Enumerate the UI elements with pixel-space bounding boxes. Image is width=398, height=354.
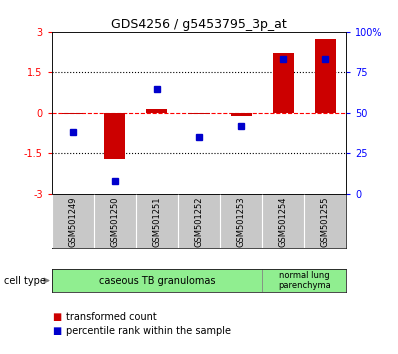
Bar [262,269,346,292]
Text: normal lung
parenchyma: normal lung parenchyma [278,271,331,290]
Text: transformed count: transformed count [66,312,156,322]
Bar [315,39,336,113]
Bar [52,269,262,292]
Bar [189,113,209,114]
Text: ■: ■ [52,312,61,322]
Text: GSM501250: GSM501250 [110,196,119,247]
Title: GDS4256 / g5453795_3p_at: GDS4256 / g5453795_3p_at [111,18,287,31]
Text: GSM501255: GSM501255 [321,196,330,247]
Text: GSM501254: GSM501254 [279,196,288,247]
Text: GSM501253: GSM501253 [236,196,246,247]
Text: caseous TB granulomas: caseous TB granulomas [99,275,215,286]
Text: GSM501251: GSM501251 [152,196,162,247]
Text: cell type: cell type [4,276,46,286]
Bar [273,53,294,113]
Bar [146,109,168,113]
Text: ■: ■ [52,326,61,336]
Bar [104,113,125,159]
Text: GSM501252: GSM501252 [195,196,203,247]
Bar [230,113,252,115]
Bar [62,113,83,114]
Text: GSM501249: GSM501249 [68,196,77,247]
Text: percentile rank within the sample: percentile rank within the sample [66,326,231,336]
